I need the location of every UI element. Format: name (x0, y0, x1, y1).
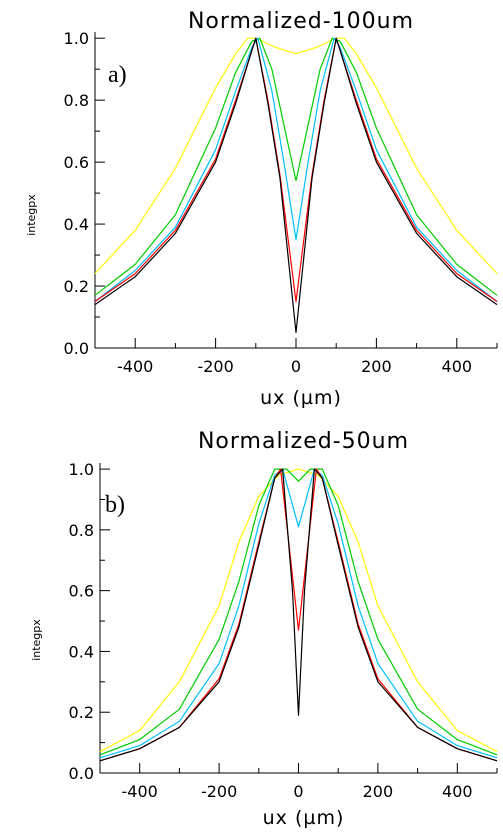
y-tick-label: 0.4 (64, 215, 89, 234)
x-tick-label: 400 (442, 357, 473, 376)
y-tick-label: 0.6 (64, 153, 89, 172)
x-tick-label: 0 (293, 782, 303, 801)
y-tick-label: 1.0 (64, 29, 89, 48)
chart-title: Normalized-50um (198, 429, 409, 454)
x-tick-label: 400 (442, 782, 473, 801)
x-tick-label: -400 (122, 782, 158, 801)
x-tick-label: -200 (197, 357, 233, 376)
y-tick-label: 0.6 (69, 582, 94, 601)
y-tick-label: 0.2 (69, 703, 94, 722)
y-tick-label: 0.4 (69, 642, 94, 661)
y-tick-label: 0.0 (69, 764, 94, 783)
y-axis-label: integpx (25, 194, 38, 236)
chart-title: Normalized-100um (188, 9, 414, 34)
series-line-1 (95, 38, 497, 295)
series-line-3 (100, 469, 497, 761)
chart-panel-1: Normalized-50um 0.0 0.2 0.4 0.6 0.8 1.0 -400 -20… (30, 429, 497, 829)
panel-label: b) (105, 492, 125, 518)
y-tick-label: 1.0 (69, 460, 94, 479)
series-line-2 (95, 38, 497, 301)
x-tick-label: 0 (291, 357, 301, 376)
panel-label: a) (108, 62, 127, 88)
y-axis-label: integpx (30, 619, 43, 661)
x-tick-label: 200 (361, 357, 392, 376)
series-line-3 (95, 38, 497, 301)
series-line-4 (95, 38, 497, 332)
x-tick-label: -400 (117, 357, 153, 376)
y-tick-label: 0.0 (64, 339, 89, 358)
x-tick-label: 200 (363, 782, 394, 801)
series-line-4 (100, 469, 497, 761)
x-axis-label: ux (µm) (263, 807, 345, 829)
chart-panel-0: Normalized-100um 0.0 0.2 0.4 0.6 0.8 1.0 -400 -2… (25, 9, 497, 409)
x-axis-label: ux (µm) (260, 387, 342, 409)
y-tick-label: 0.8 (64, 91, 89, 110)
y-tick-label: 0.2 (64, 277, 89, 296)
x-tick-label: -200 (201, 782, 237, 801)
y-tick-label: 0.8 (69, 521, 94, 540)
